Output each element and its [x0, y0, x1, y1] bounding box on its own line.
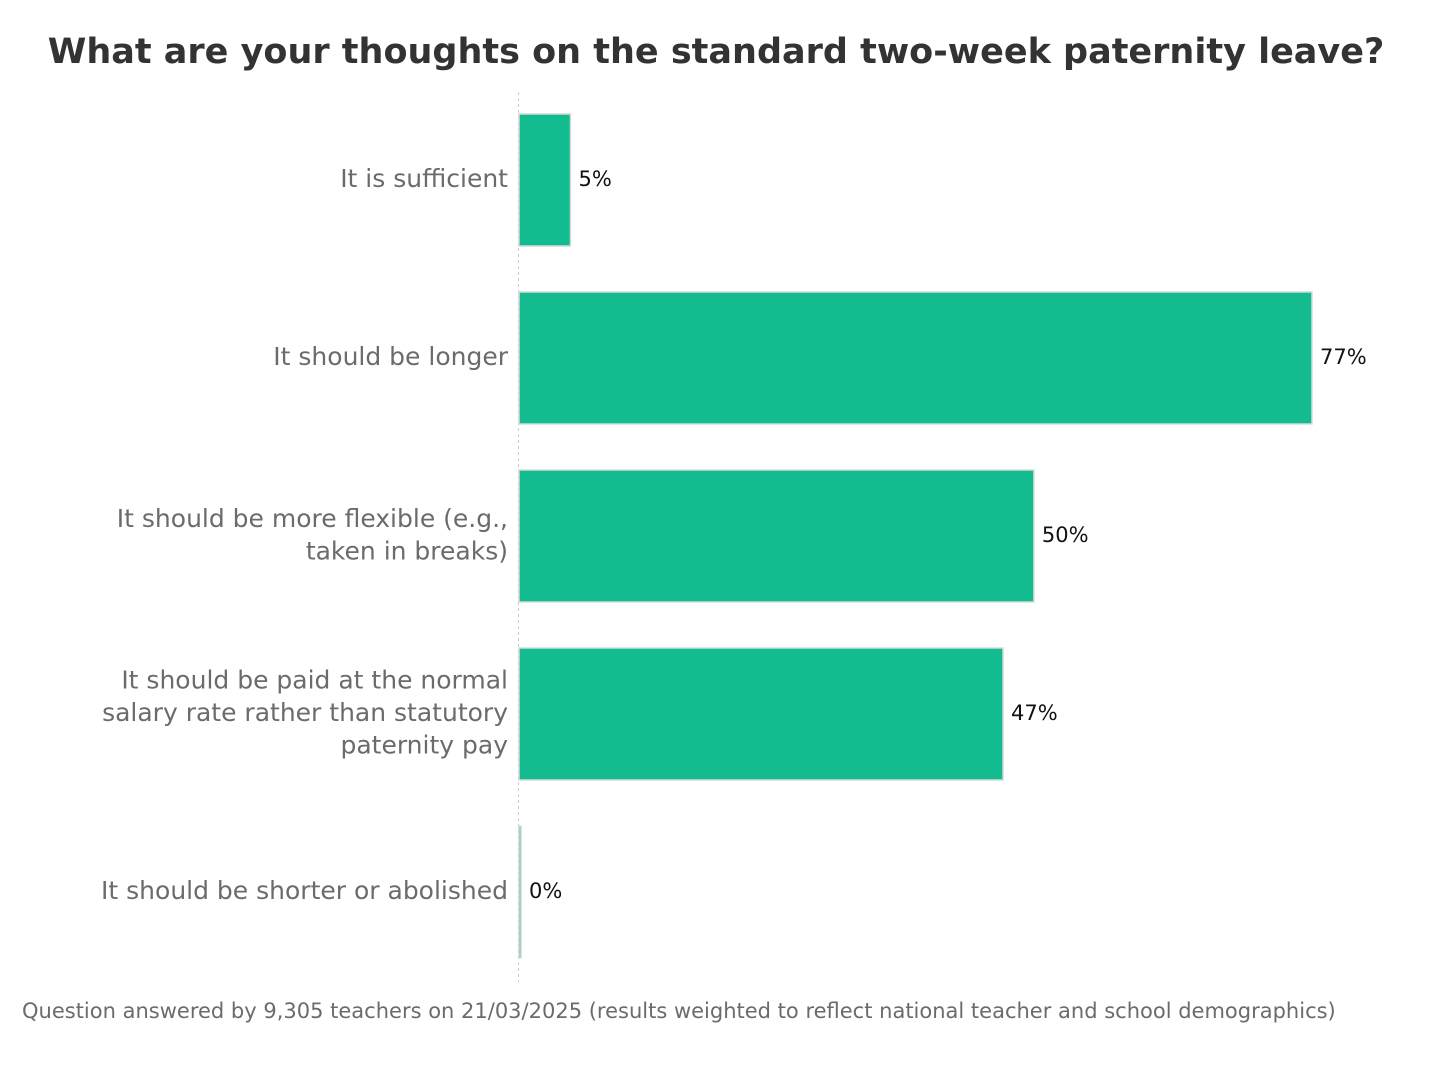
- category-label-4: It should be paid at the normal salary ra…: [102, 666, 508, 760]
- value-label-1: 5%: [578, 167, 611, 191]
- bar-1: [518, 113, 572, 247]
- value-label-3: 50%: [1042, 523, 1089, 547]
- value-label-2: 77%: [1320, 345, 1367, 369]
- bar-3: [518, 469, 1035, 603]
- value-labels-group: 5% 77% 50% 47% 0%: [529, 167, 1367, 903]
- bar-2: [518, 291, 1313, 425]
- category-label-5: It should be shorter or abolished: [101, 876, 508, 905]
- value-label-5: 0%: [529, 879, 562, 903]
- value-label-4: 47%: [1011, 701, 1058, 725]
- category-label-3: It should be more flexible (e.g., taken i…: [117, 504, 508, 566]
- category-label-2: It should be longer: [273, 342, 508, 371]
- bar-5: [518, 825, 522, 959]
- bar-4: [518, 647, 1004, 781]
- category-label-1: It is sufficient: [340, 164, 508, 193]
- bars-group: [518, 113, 1313, 959]
- category-labels-group: It is sufficient It should be longer It sh…: [101, 164, 509, 905]
- footnote: Question answered by 9,305 teachers on 2…: [22, 999, 1336, 1023]
- chart-title: What are your thoughts on the standard t…: [47, 32, 1385, 72]
